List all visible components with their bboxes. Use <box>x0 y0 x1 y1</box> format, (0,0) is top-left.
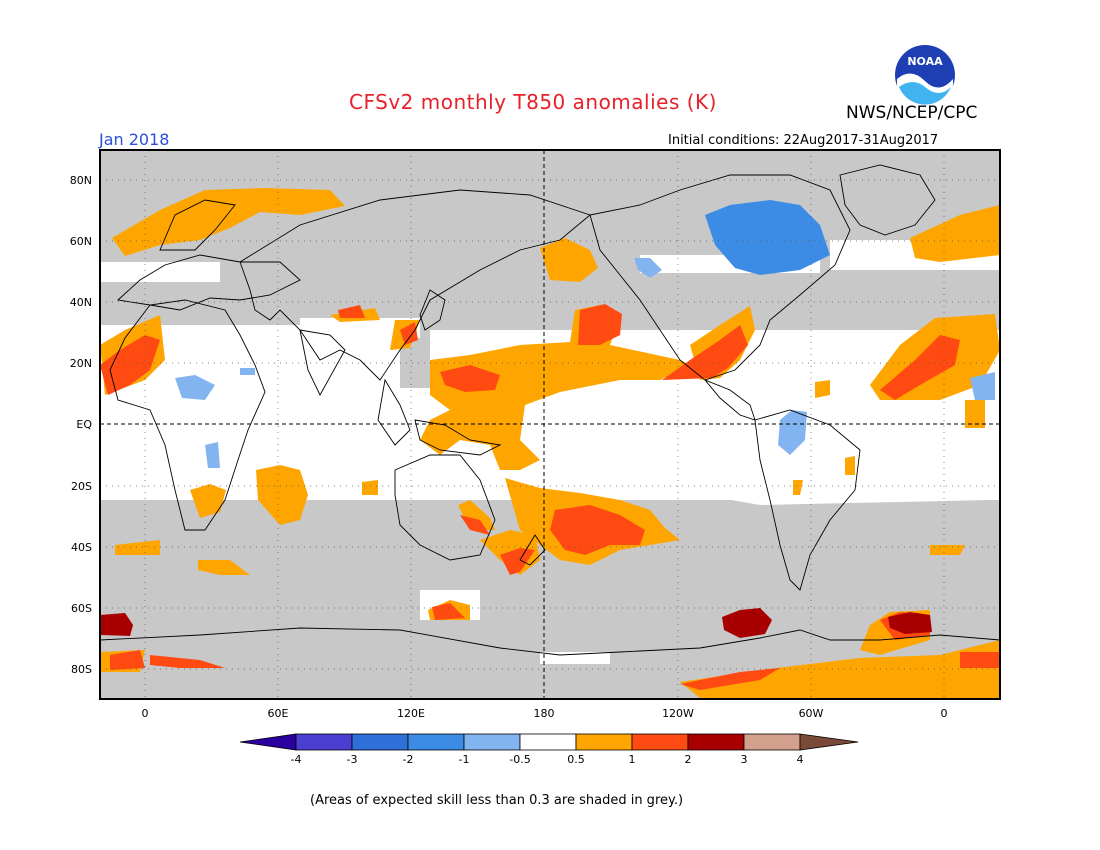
colorbar-segment <box>575 733 633 751</box>
lon-label: 60W <box>799 707 824 720</box>
lat-label: 40S <box>71 541 92 554</box>
colorbar-segment <box>351 733 409 751</box>
anomaly-2-3 <box>100 608 932 638</box>
colorbar-tick-label: 1 <box>629 753 636 766</box>
lat-label: 60N <box>70 235 92 248</box>
lat-label: EQ <box>76 418 92 431</box>
forecast-period: Jan 2018 <box>99 130 170 149</box>
lat-label: 80S <box>71 663 92 676</box>
colorbar-segment <box>295 733 353 751</box>
lon-label: 0 <box>142 707 149 720</box>
lon-label: 120W <box>662 707 694 720</box>
colorbar: -4 -3 -2 -1 -0.5 0.5 1 2 3 4 <box>239 733 859 766</box>
lon-label: 0 <box>941 707 948 720</box>
lat-lon-grid <box>100 150 1000 699</box>
map-field <box>100 150 1000 699</box>
colorbar-segment <box>743 733 801 751</box>
colorbar-segment <box>463 733 521 751</box>
map-title: CFSv2 monthly T850 anomalies (K) <box>349 90 717 114</box>
colorbar-tick-label: 4 <box>797 753 804 766</box>
coastlines <box>100 164 1000 656</box>
noaa-logo-text: NOAA <box>907 55 943 68</box>
colorbar-tick-label: -4 <box>291 753 302 766</box>
anomaly-neg-1-2 <box>705 200 830 275</box>
colorbar-tick-label: -2 <box>403 753 414 766</box>
colorbar-segment <box>519 733 577 751</box>
lat-label: 80N <box>70 174 92 187</box>
colorbar-segment <box>631 733 689 751</box>
map-frame <box>99 149 1001 700</box>
colorbar-segment <box>239 733 297 751</box>
initial-conditions: Initial conditions: 22Aug2017-31Aug2017 <box>668 133 939 148</box>
lon-label: 180 <box>534 707 555 720</box>
colorbar-segment <box>799 733 859 751</box>
lat-label: 60S <box>71 602 92 615</box>
colorbar-segment <box>687 733 745 751</box>
agency-label: NWS/NCEP/CPC <box>846 103 978 123</box>
anomaly-neg-0.5-1 <box>175 258 995 468</box>
colorbar-segment <box>407 733 465 751</box>
lat-label: 40N <box>70 296 92 309</box>
lon-label: 120E <box>397 707 425 720</box>
lon-labels: 0 60E 120E 180 120W 60W 0 <box>142 707 948 720</box>
lat-labels: 80N 60N 40N 20N EQ 20S 40S 60S 80S <box>70 174 93 676</box>
colorbar-tick-label: 2 <box>685 753 692 766</box>
skill-footnote: (Areas of expected skill less than 0.3 a… <box>310 793 684 808</box>
colorbar-tick-label: -1 <box>459 753 470 766</box>
colorbar-tick-label: -0.5 <box>509 753 530 766</box>
noaa-logo: NOAA <box>895 45 955 107</box>
lat-label: 20S <box>71 480 92 493</box>
colorbar-tick-label: 3 <box>741 753 748 766</box>
lat-label: 20N <box>70 357 92 370</box>
lon-label: 60E <box>268 707 289 720</box>
colorbar-tick-label: -3 <box>347 753 358 766</box>
colorbar-tick-label: 0.5 <box>567 753 585 766</box>
